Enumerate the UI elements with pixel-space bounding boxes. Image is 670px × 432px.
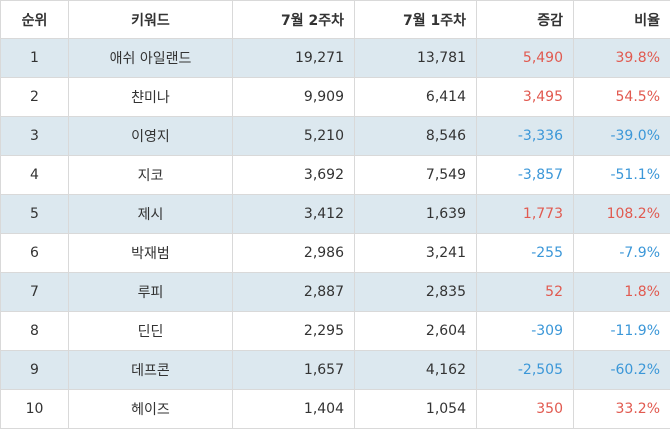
rank-cell: 10	[0, 389, 69, 429]
week2-cell: 2,887	[232, 272, 355, 312]
table-row: 9 데프콘 1,657 4,162 -2,505 -60.2%	[0, 350, 670, 390]
week1-cell: 6,414	[354, 77, 477, 117]
week2-cell: 19,271	[232, 38, 355, 78]
ratio-cell: 54.5%	[573, 77, 670, 117]
keyword-cell: 애쉬 아일랜드	[68, 38, 233, 78]
week1-cell: 13,781	[354, 38, 477, 78]
rank-cell: 3	[0, 116, 69, 156]
change-cell: 5,490	[476, 38, 574, 78]
change-cell: 3,495	[476, 77, 574, 117]
rank-cell: 9	[0, 350, 69, 390]
table-row: 7 루피 2,887 2,835 52 1.8%	[0, 272, 670, 312]
week1-cell: 2,835	[354, 272, 477, 312]
rank-cell: 8	[0, 311, 69, 351]
header-week1: 7월 1주차	[354, 0, 477, 39]
header-change: 증감	[476, 0, 574, 39]
header-week2: 7월 2주차	[232, 0, 355, 39]
ratio-cell: -7.9%	[573, 233, 670, 273]
week1-cell: 1,639	[354, 194, 477, 234]
week2-cell: 3,412	[232, 194, 355, 234]
change-cell: 350	[476, 389, 574, 429]
ratio-cell: 1.8%	[573, 272, 670, 312]
keyword-cell: 박재범	[68, 233, 233, 273]
header-rank: 순위	[0, 0, 69, 39]
week1-cell: 1,054	[354, 389, 477, 429]
rank-cell: 7	[0, 272, 69, 312]
week2-cell: 2,986	[232, 233, 355, 273]
change-cell: -3,336	[476, 116, 574, 156]
rank-cell: 4	[0, 155, 69, 195]
ratio-cell: 33.2%	[573, 389, 670, 429]
ratio-cell: -39.0%	[573, 116, 670, 156]
keyword-cell: 딘딘	[68, 311, 233, 351]
rank-cell: 2	[0, 77, 69, 117]
header-ratio: 비율	[573, 0, 670, 39]
change-cell: -309	[476, 311, 574, 351]
keyword-cell: 이영지	[68, 116, 233, 156]
keyword-cell: 지코	[68, 155, 233, 195]
week2-cell: 3,692	[232, 155, 355, 195]
ratio-cell: 39.8%	[573, 38, 670, 78]
table-row: 10 헤이즈 1,404 1,054 350 33.2%	[0, 389, 670, 429]
week1-cell: 2,604	[354, 311, 477, 351]
rank-cell: 5	[0, 194, 69, 234]
week2-cell: 2,295	[232, 311, 355, 351]
header-keyword: 키워드	[68, 0, 233, 39]
change-cell: 1,773	[476, 194, 574, 234]
change-cell: 52	[476, 272, 574, 312]
table-row: 6 박재범 2,986 3,241 -255 -7.9%	[0, 233, 670, 273]
week2-cell: 9,909	[232, 77, 355, 117]
keyword-cell: 챤미나	[68, 77, 233, 117]
week1-cell: 3,241	[354, 233, 477, 273]
week2-cell: 1,657	[232, 350, 355, 390]
rank-cell: 6	[0, 233, 69, 273]
keyword-cell: 제시	[68, 194, 233, 234]
change-cell: -255	[476, 233, 574, 273]
table-row: 8 딘딘 2,295 2,604 -309 -11.9%	[0, 311, 670, 351]
ratio-cell: -60.2%	[573, 350, 670, 390]
keyword-cell: 데프콘	[68, 350, 233, 390]
table-row: 3 이영지 5,210 8,546 -3,336 -39.0%	[0, 116, 670, 156]
ratio-cell: -51.1%	[573, 155, 670, 195]
change-cell: -2,505	[476, 350, 574, 390]
table-row: 2 챤미나 9,909 6,414 3,495 54.5%	[0, 77, 670, 117]
week1-cell: 7,549	[354, 155, 477, 195]
table-row: 4 지코 3,692 7,549 -3,857 -51.1%	[0, 155, 670, 195]
week1-cell: 4,162	[354, 350, 477, 390]
week2-cell: 5,210	[232, 116, 355, 156]
change-cell: -3,857	[476, 155, 574, 195]
keyword-cell: 헤이즈	[68, 389, 233, 429]
table-row: 5 제시 3,412 1,639 1,773 108.2%	[0, 194, 670, 234]
keyword-cell: 루피	[68, 272, 233, 312]
ratio-cell: 108.2%	[573, 194, 670, 234]
week1-cell: 8,546	[354, 116, 477, 156]
week2-cell: 1,404	[232, 389, 355, 429]
ratio-cell: -11.9%	[573, 311, 670, 351]
header-row: 순위 키워드 7월 2주차 7월 1주차 증감 비율	[0, 0, 670, 39]
rank-cell: 1	[0, 38, 69, 78]
table-row: 1 애쉬 아일랜드 19,271 13,781 5,490 39.8%	[0, 38, 670, 78]
